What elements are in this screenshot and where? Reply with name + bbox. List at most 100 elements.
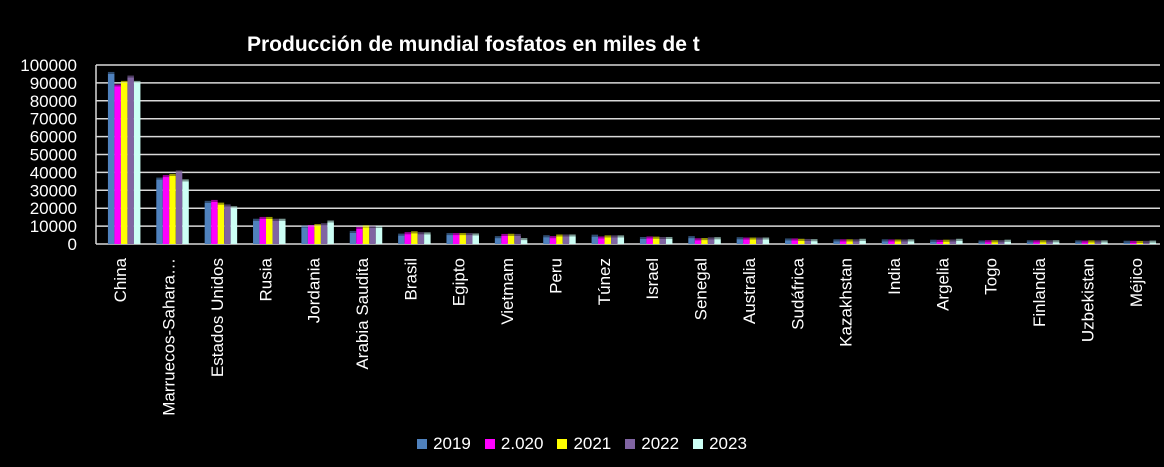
- bar-top: [279, 218, 286, 221]
- bar: [798, 240, 805, 244]
- x-tick-label: Jordania: [305, 257, 324, 323]
- bar: [859, 240, 866, 244]
- x-tick-label: Argelia: [933, 257, 952, 310]
- bar: [507, 235, 515, 244]
- bar: [1136, 242, 1144, 244]
- bar-top: [604, 235, 612, 238]
- bar-top: [846, 239, 853, 242]
- bar: [1088, 242, 1095, 244]
- bar: [452, 235, 460, 244]
- y-tick-label: 70000: [30, 110, 77, 129]
- bar: [120, 82, 128, 245]
- bar: [736, 239, 744, 244]
- bar: [549, 238, 557, 244]
- bar: [1039, 242, 1047, 244]
- legend-item: 2019: [417, 434, 471, 454]
- bar-top: [646, 236, 653, 239]
- bar-top: [356, 226, 363, 229]
- bar-chart-plot: 0100002000030000400005000060000700008000…: [20, 56, 1160, 416]
- bar-top: [1026, 240, 1034, 243]
- bar: [253, 220, 260, 244]
- bar-top: [230, 206, 238, 209]
- bar-top: [369, 225, 376, 228]
- bar-top: [411, 231, 418, 234]
- bar-top: [591, 234, 599, 237]
- x-tick-label: Senegal: [692, 258, 711, 320]
- x-tick-label: Sudáfrica: [788, 257, 807, 329]
- bar-top: [1123, 240, 1131, 243]
- bar: [224, 206, 231, 244]
- bar: [852, 241, 860, 244]
- bar-top: [307, 224, 315, 227]
- legend-swatch: [484, 439, 495, 449]
- bar-top: [424, 232, 431, 235]
- legend-item: 2022: [625, 434, 679, 454]
- bar-top: [694, 238, 702, 241]
- bar: [230, 208, 238, 244]
- bar: [1101, 242, 1108, 244]
- x-tick-label: Australia: [740, 257, 759, 324]
- bar-top: [266, 216, 273, 219]
- bar: [881, 241, 889, 244]
- x-tick-label: Rusia: [256, 257, 275, 301]
- bar: [114, 86, 121, 244]
- bar: [707, 239, 715, 244]
- bar: [327, 222, 334, 244]
- legend-swatch: [417, 439, 428, 449]
- bar: [591, 236, 599, 244]
- legend-item: 2021: [557, 434, 611, 454]
- bar: [520, 240, 528, 244]
- bar-top: [549, 236, 557, 239]
- bar: [930, 241, 937, 244]
- bar-top: [272, 218, 280, 221]
- bar-top: [639, 236, 647, 239]
- bar-top: [446, 233, 453, 236]
- bar: [1130, 242, 1137, 244]
- bar-top: [1081, 240, 1089, 243]
- bar-top: [162, 175, 170, 178]
- bar-top: [349, 230, 357, 233]
- bar-top: [1101, 240, 1108, 243]
- bar: [1033, 242, 1040, 244]
- bar: [1052, 242, 1060, 244]
- x-tick-label: China: [111, 257, 130, 302]
- bar-top: [762, 237, 770, 240]
- bar: [411, 233, 418, 244]
- bar-top: [494, 236, 502, 239]
- x-tick-label: Méjico: [1127, 258, 1146, 307]
- bar-top: [301, 225, 308, 228]
- y-tick-label: 90000: [30, 74, 77, 93]
- bar: [943, 241, 950, 244]
- bar-top: [175, 170, 183, 173]
- bar: [694, 240, 702, 244]
- bar-top: [701, 238, 708, 241]
- y-tick-label: 30000: [30, 181, 77, 200]
- bar: [175, 172, 183, 244]
- x-tick-label: Peru: [546, 258, 565, 294]
- bar-top: [375, 225, 383, 228]
- bar: [1026, 242, 1034, 244]
- bar-top: [859, 238, 866, 241]
- legend-label: 2019: [433, 434, 471, 453]
- bar: [162, 177, 170, 244]
- bar: [356, 228, 363, 244]
- bar-top: [1052, 240, 1060, 243]
- bar: [494, 238, 502, 244]
- chart-legend: 2019 2.020 2021 2022 2023: [0, 434, 1164, 454]
- bar: [398, 235, 405, 244]
- bar: [749, 239, 757, 244]
- bar: [556, 236, 563, 244]
- bar: [465, 235, 473, 244]
- bar: [652, 238, 660, 244]
- bar-top: [943, 239, 950, 242]
- bar-top: [569, 234, 576, 237]
- bar: [907, 241, 915, 244]
- bar-top: [743, 237, 750, 240]
- bar: [156, 179, 163, 244]
- bar-top: [736, 237, 744, 240]
- bar: [301, 227, 308, 244]
- bar-top: [417, 232, 425, 235]
- bar-top: [362, 225, 370, 228]
- bar: [404, 234, 412, 244]
